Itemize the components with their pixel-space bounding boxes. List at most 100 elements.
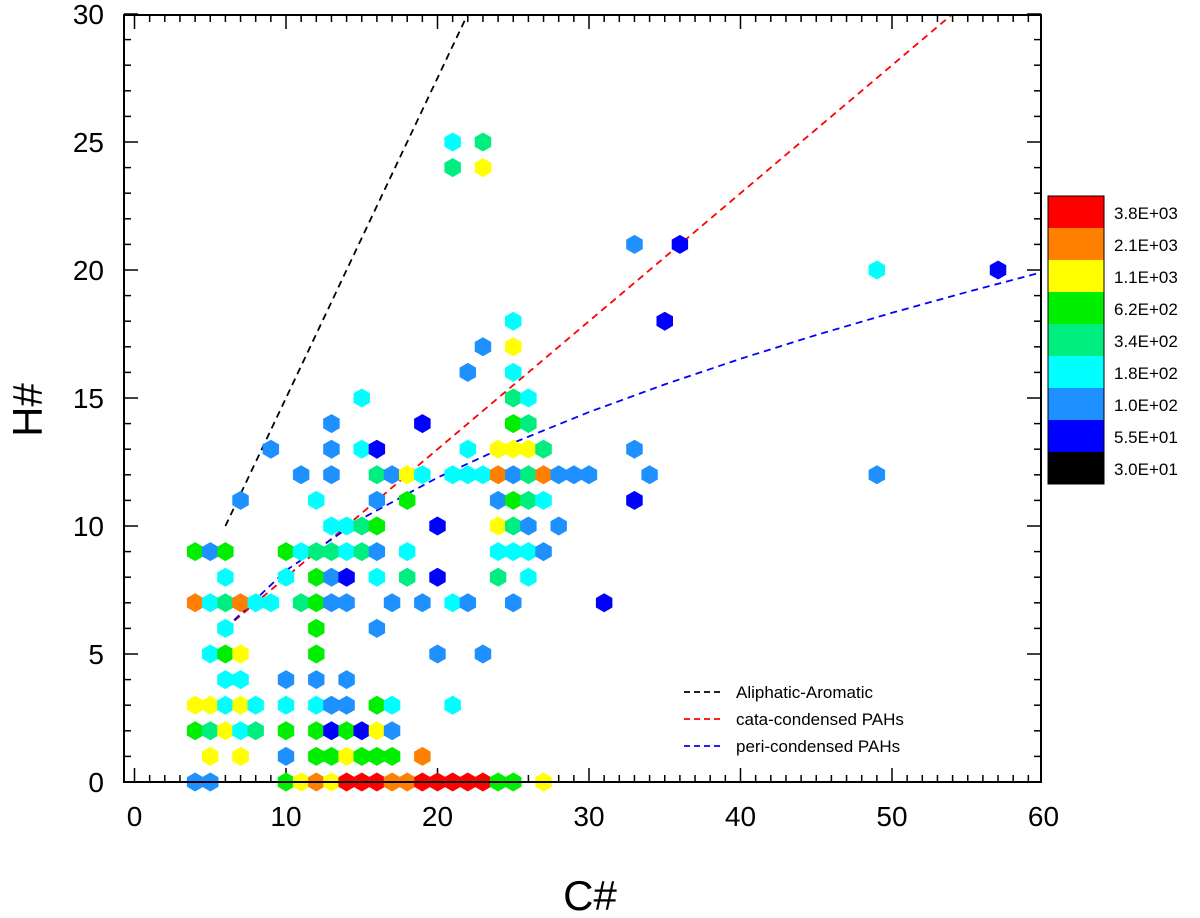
data-point (277, 695, 295, 715)
data-point (186, 695, 204, 715)
data-point (217, 593, 234, 613)
data-point (232, 746, 249, 766)
data-point (565, 465, 583, 485)
data-point (277, 746, 295, 766)
colorbar-label: 1.1E+03 (1114, 268, 1178, 287)
data-point (323, 721, 340, 741)
data-point (520, 465, 537, 485)
data-point (217, 695, 234, 715)
data-point (399, 567, 416, 587)
colorbar-label: 3.0E+01 (1114, 460, 1178, 479)
data-point (474, 132, 492, 152)
data-point (656, 311, 673, 331)
data-point (323, 746, 340, 766)
data-point (323, 542, 340, 562)
data-point (459, 439, 476, 459)
data-point (505, 311, 522, 331)
data-point (489, 490, 507, 510)
colorbar-segment (1048, 356, 1104, 388)
data-point (308, 695, 325, 715)
data-point (277, 542, 295, 562)
data-point (414, 414, 431, 434)
data-point (383, 465, 401, 485)
data-point (292, 593, 310, 613)
data-point (505, 362, 522, 382)
data-point (308, 721, 325, 741)
y-tick-label: 5 (88, 639, 104, 670)
data-point (535, 490, 552, 510)
data-point (323, 695, 340, 715)
data-point (505, 388, 522, 408)
data-point (338, 542, 355, 562)
data-point (671, 234, 689, 254)
data-point (368, 516, 386, 536)
data-point (626, 490, 643, 510)
colorbar-label: 1.8E+02 (1114, 364, 1178, 383)
data-point (308, 542, 325, 562)
data-point (368, 618, 386, 638)
data-point (520, 567, 537, 587)
data-point (368, 490, 386, 510)
data-point (489, 465, 507, 485)
colorbar-border (1047, 195, 1105, 485)
data-point (247, 721, 264, 741)
data-point (444, 132, 461, 152)
data-point (368, 721, 386, 741)
data-point (202, 593, 219, 613)
data-point (489, 542, 507, 562)
legend-label: peri-condensed PAHs (736, 737, 900, 756)
x-tick-label: 40 (725, 801, 756, 832)
colorbar-label: 1.0E+02 (1114, 396, 1178, 415)
data-point (338, 516, 355, 536)
data-point (232, 721, 249, 741)
data-point (308, 567, 325, 587)
data-point (989, 260, 1007, 280)
data-point (232, 644, 249, 664)
data-point (202, 695, 219, 715)
legend-label: Aliphatic-Aromatic (736, 683, 873, 702)
data-point (186, 593, 204, 613)
data-point (459, 362, 476, 382)
colorbar-segment (1048, 196, 1104, 228)
data-point (338, 593, 355, 613)
colorbar-segment (1048, 228, 1104, 260)
data-point (474, 337, 492, 357)
data-point (308, 593, 325, 613)
data-point (520, 490, 537, 510)
data-point (308, 746, 325, 766)
data-point (505, 542, 522, 562)
data-point (217, 644, 234, 664)
data-point (505, 414, 522, 434)
data-point (429, 516, 446, 536)
data-point (550, 465, 567, 485)
data-point (474, 465, 492, 485)
data-point (535, 465, 552, 485)
data-point (338, 721, 355, 741)
data-point (868, 465, 886, 485)
data-point (459, 465, 476, 485)
data-point (520, 439, 537, 459)
data-point (505, 516, 522, 536)
data-point (217, 567, 234, 587)
data-point (186, 542, 204, 562)
data-point (444, 695, 461, 715)
data-point (550, 516, 567, 536)
data-point (383, 593, 401, 613)
data-point (505, 490, 522, 510)
data-point (383, 695, 401, 715)
data-point (353, 439, 370, 459)
data-point (353, 388, 370, 408)
data-point (535, 439, 552, 459)
data-point (444, 158, 461, 178)
data-point (247, 593, 264, 613)
data-point (217, 670, 234, 690)
data-point (217, 618, 234, 638)
y-tick-label: 20 (73, 255, 104, 286)
y-tick-label: 25 (73, 127, 104, 158)
data-point (383, 746, 401, 766)
data-point (186, 721, 204, 741)
data-point (489, 439, 507, 459)
data-point (429, 567, 446, 587)
data-point (277, 567, 295, 587)
